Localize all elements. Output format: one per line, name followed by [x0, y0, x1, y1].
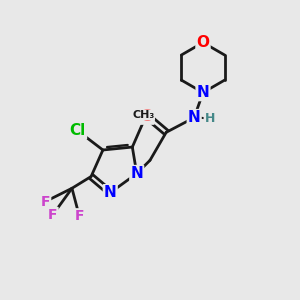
Text: Cl: Cl: [70, 123, 86, 138]
Text: O: O: [196, 35, 209, 50]
Text: O: O: [141, 109, 154, 124]
Text: N: N: [188, 110, 200, 125]
Text: CH₃: CH₃: [132, 110, 154, 120]
Text: N: N: [196, 85, 209, 100]
Text: H: H: [205, 112, 215, 125]
Text: N: N: [104, 185, 117, 200]
Text: F: F: [48, 208, 58, 222]
Text: N: N: [130, 166, 143, 181]
Text: F: F: [41, 194, 50, 208]
Text: F: F: [75, 209, 84, 223]
